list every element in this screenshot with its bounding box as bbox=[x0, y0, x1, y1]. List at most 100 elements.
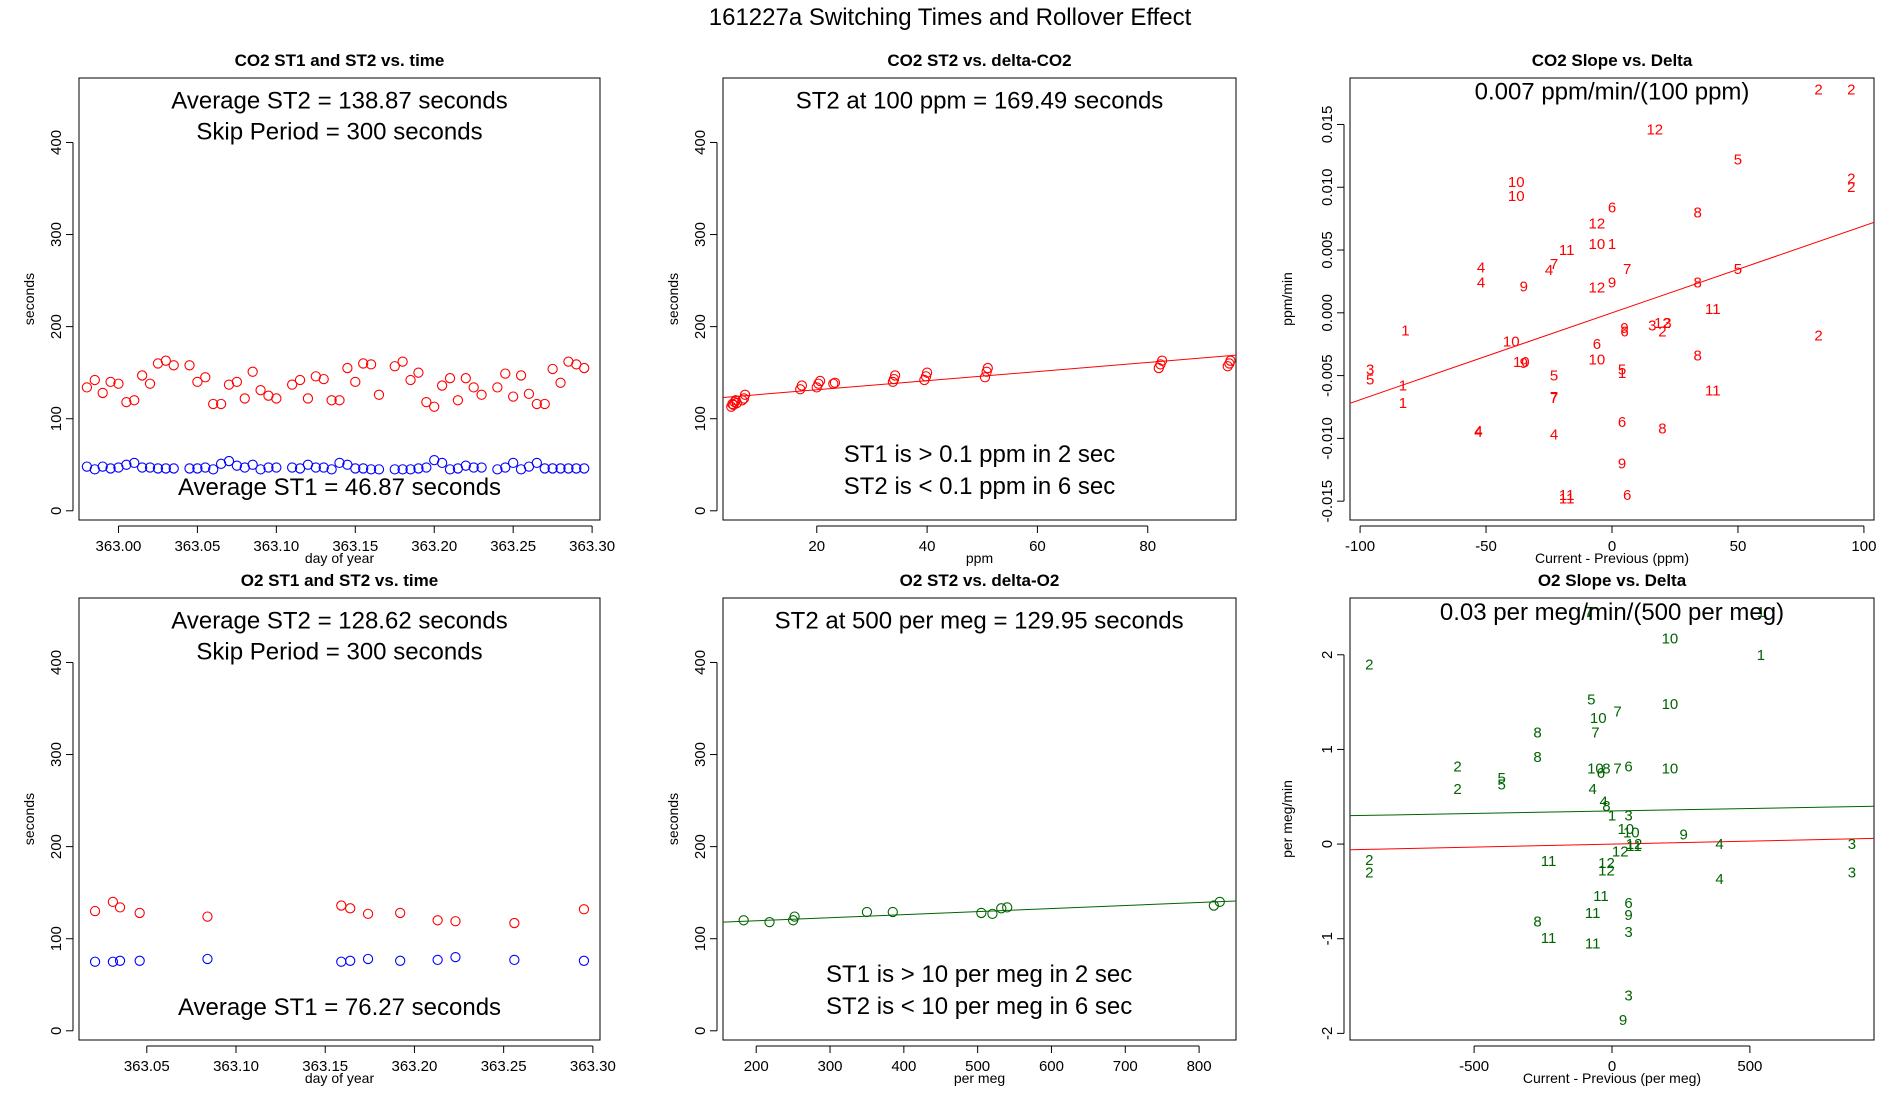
data-point bbox=[294, 374, 306, 386]
data-point-label: 1 bbox=[1618, 365, 1626, 382]
data-point-label: 1 bbox=[1399, 395, 1407, 412]
data-point bbox=[579, 463, 590, 474]
annotation: ST1 is > 10 per meg in 2 sec bbox=[826, 961, 1132, 988]
data-point-label: 2 bbox=[1658, 324, 1666, 341]
data-point-label: 2 bbox=[1365, 864, 1373, 881]
data-point bbox=[996, 903, 1007, 914]
data-point bbox=[286, 379, 298, 390]
data-point bbox=[452, 395, 464, 406]
data-point bbox=[215, 398, 227, 410]
x-tick-label: 20 bbox=[808, 538, 825, 555]
annotation: 0.03 per meg/min/(500 per meg) bbox=[1440, 599, 1784, 626]
data-point-label: 1 bbox=[1401, 322, 1409, 339]
data-point bbox=[326, 464, 337, 475]
plot-frame bbox=[722, 597, 1237, 1041]
data-point bbox=[515, 370, 527, 381]
annotation: ST2 is < 10 per meg in 6 sec bbox=[826, 993, 1132, 1020]
data-point-label: 11 bbox=[1705, 383, 1721, 400]
plot-frame bbox=[1349, 77, 1875, 521]
chart-co2_st2_delta: CO2 ST2 vs. delta-CO2 20 40 60 80 ppm 0 100 200 3… bbox=[665, 51, 1237, 566]
data-point-label: 11 bbox=[1559, 242, 1575, 259]
x-tick-label: -100 bbox=[1345, 538, 1375, 555]
data-point bbox=[362, 908, 374, 919]
fit-line bbox=[723, 900, 1236, 923]
data-point bbox=[271, 393, 282, 404]
data-point bbox=[121, 459, 132, 470]
x-tick-label: 363.00 bbox=[96, 538, 142, 555]
x-tick-label: 363.25 bbox=[490, 538, 536, 555]
data-point bbox=[334, 395, 345, 406]
data-point-label: 11 bbox=[1559, 487, 1575, 504]
data-point-label: 6 bbox=[1623, 487, 1631, 504]
data-point-label: 7 bbox=[1586, 604, 1594, 621]
y-tick-label: 300 bbox=[48, 222, 65, 247]
data-point bbox=[105, 463, 116, 474]
y-axis-label: per meg/min bbox=[1279, 780, 1295, 858]
data-point bbox=[208, 464, 219, 475]
x-axis-label: ppm bbox=[966, 550, 993, 566]
x-tick-label: 363.30 bbox=[569, 538, 615, 555]
x-tick-label: 50 bbox=[1730, 538, 1747, 555]
data-point-label: 2 bbox=[1847, 170, 1855, 187]
data-point-label: 12 bbox=[1646, 121, 1663, 138]
data-point bbox=[373, 389, 385, 400]
chart-o2_slope_delta: O2 Slope vs. Delta -500 0 500 Current - Prev… bbox=[1279, 571, 1875, 1086]
data-point bbox=[97, 461, 108, 472]
data-point bbox=[168, 463, 179, 474]
data-point bbox=[184, 360, 195, 371]
data-point bbox=[231, 460, 243, 471]
data-point bbox=[239, 393, 250, 404]
data-point-label: 5 bbox=[1550, 368, 1558, 385]
y-tick-label: -0.010 bbox=[1319, 417, 1336, 460]
data-point bbox=[134, 955, 145, 966]
plot-frame bbox=[722, 77, 1237, 521]
data-point-label: 12 bbox=[1626, 836, 1643, 853]
x-axis-label: day of year bbox=[305, 1070, 375, 1086]
data-point-label: 2 bbox=[1847, 81, 1855, 98]
data-point-label: 6 bbox=[1618, 414, 1626, 431]
data-point bbox=[202, 953, 213, 965]
data-point-label: 2 bbox=[1365, 852, 1373, 869]
data-point bbox=[168, 360, 179, 371]
data-point bbox=[192, 463, 203, 474]
data-point-label: 10 bbox=[1590, 710, 1607, 727]
data-point-label: 9 bbox=[1520, 355, 1528, 372]
data-point bbox=[397, 464, 408, 475]
data-point bbox=[247, 459, 258, 470]
data-point bbox=[1208, 900, 1220, 911]
fit-line bbox=[723, 354, 1236, 399]
data-point-label: 11 bbox=[1541, 853, 1557, 870]
data-point bbox=[202, 911, 213, 922]
data-point bbox=[500, 462, 511, 473]
y-axis-label: seconds bbox=[21, 273, 37, 325]
data-point bbox=[508, 391, 519, 402]
y-tick-label: -2 bbox=[1319, 1027, 1336, 1040]
data-point bbox=[144, 462, 156, 473]
data-point-label: 3 bbox=[1624, 924, 1632, 941]
data-point bbox=[231, 376, 243, 388]
data-point bbox=[531, 457, 542, 469]
data-point bbox=[468, 462, 479, 473]
data-point bbox=[555, 377, 566, 388]
data-point bbox=[460, 373, 471, 384]
data-point-label: 12 bbox=[1612, 844, 1629, 861]
data-point-label: 3 bbox=[1648, 317, 1656, 334]
data-point-label: 2 bbox=[1365, 656, 1373, 673]
data-point bbox=[286, 462, 298, 473]
data-point-label: 4 bbox=[1474, 423, 1482, 440]
data-point bbox=[255, 464, 266, 475]
data-point bbox=[731, 397, 742, 409]
data-point-label: 5 bbox=[1498, 770, 1506, 787]
data-point-label: 11 bbox=[1585, 935, 1601, 952]
data-point bbox=[389, 361, 400, 372]
data-point bbox=[137, 370, 148, 381]
data-point bbox=[444, 464, 456, 475]
y-tick-label: 0.005 bbox=[1319, 231, 1336, 269]
data-point bbox=[152, 463, 164, 474]
y-tick-label: -1 bbox=[1319, 932, 1336, 945]
x-tick-label: 80 bbox=[1139, 538, 1156, 555]
data-point bbox=[413, 367, 424, 378]
data-point-label: 5 bbox=[1587, 691, 1595, 708]
annotation: Skip Period = 300 seconds bbox=[196, 639, 482, 666]
